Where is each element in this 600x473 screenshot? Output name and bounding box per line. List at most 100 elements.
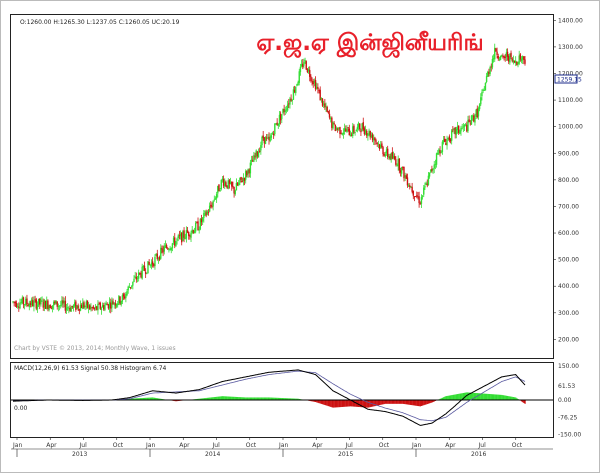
candle-body bbox=[350, 134, 353, 136]
macd-histogram-bar bbox=[468, 392, 470, 400]
macd-histogram-bar bbox=[427, 400, 430, 404]
macd-histogram-bar bbox=[385, 400, 388, 404]
candle-body bbox=[434, 164, 437, 165]
candle-body bbox=[167, 248, 169, 250]
macd-histogram-bar bbox=[410, 400, 412, 406]
macd-histogram-bar bbox=[479, 393, 481, 400]
candle-body bbox=[83, 302, 85, 308]
candle-body bbox=[377, 143, 380, 145]
candle-body bbox=[317, 86, 319, 90]
x-tick-label: Jul bbox=[478, 442, 487, 449]
candle-body bbox=[455, 128, 458, 135]
macd-histogram-bar bbox=[236, 397, 239, 400]
macd-histogram-bar bbox=[160, 398, 162, 400]
candle-body bbox=[356, 126, 359, 130]
macd-histogram-bar bbox=[489, 394, 491, 400]
candle-body bbox=[191, 229, 193, 233]
candle-body bbox=[227, 180, 229, 189]
candle-body bbox=[200, 218, 203, 223]
candle-body bbox=[247, 169, 249, 175]
candle-body bbox=[73, 302, 76, 306]
macd-histogram-bar bbox=[474, 392, 476, 400]
candle-body bbox=[338, 127, 340, 130]
macd-histogram-bar bbox=[153, 397, 155, 400]
macd-histogram-bar bbox=[245, 397, 247, 400]
candle-body bbox=[18, 306, 20, 308]
macd-histogram-bar bbox=[230, 396, 232, 400]
candle-body bbox=[307, 69, 310, 72]
macd-histogram-bar bbox=[420, 400, 423, 406]
candle-body bbox=[40, 299, 42, 305]
macd-histogram-bar bbox=[417, 400, 419, 407]
candle-body bbox=[165, 245, 168, 249]
macd-y-label: -76.25 bbox=[558, 415, 578, 422]
candle-body bbox=[485, 76, 488, 83]
candle-body bbox=[228, 180, 231, 184]
macd-histogram-bar bbox=[444, 396, 446, 400]
macd-histogram-bar bbox=[318, 400, 320, 404]
macd-histogram-bar bbox=[401, 400, 403, 404]
macd-histogram-bar bbox=[243, 397, 246, 400]
macd-histogram-bar bbox=[249, 397, 252, 400]
macd-histogram-bar bbox=[213, 397, 216, 400]
macd-histogram-bar bbox=[149, 397, 152, 400]
candle-body bbox=[483, 90, 485, 91]
candle-body bbox=[188, 232, 190, 236]
candle-body bbox=[504, 56, 506, 59]
candle-body bbox=[61, 300, 63, 306]
macd-histogram-bar bbox=[325, 400, 327, 406]
macd-histogram-bar bbox=[266, 397, 268, 400]
macd-histogram-bar bbox=[159, 398, 161, 400]
macd-histogram-bar bbox=[349, 400, 352, 407]
candle-body bbox=[63, 300, 65, 304]
candle-body bbox=[37, 298, 40, 306]
year-label: 2016 bbox=[471, 451, 486, 458]
macd-histogram-bar bbox=[154, 397, 156, 400]
macd-histogram-bar bbox=[363, 400, 366, 408]
candle-body bbox=[189, 235, 191, 237]
macd-histogram-bar bbox=[143, 397, 146, 400]
candle-body bbox=[80, 305, 83, 309]
candle-body bbox=[85, 301, 88, 305]
candle-body bbox=[461, 128, 463, 130]
y-tick-label: 400.00 bbox=[558, 283, 579, 290]
candle-body bbox=[355, 130, 357, 132]
macd-histogram-bar bbox=[298, 398, 300, 400]
candle-body bbox=[190, 232, 192, 238]
macd-histogram-bar bbox=[433, 400, 435, 402]
candle-body bbox=[389, 156, 391, 159]
candle-body bbox=[328, 113, 331, 118]
candle-body bbox=[514, 60, 517, 64]
macd-histogram-bar bbox=[275, 397, 277, 400]
macd-histogram-bar bbox=[324, 400, 326, 406]
candle-body bbox=[194, 222, 197, 232]
macd-histogram-bar bbox=[334, 400, 337, 408]
y-tick-label: 300.00 bbox=[558, 310, 579, 317]
candle-body bbox=[69, 307, 71, 311]
candle-body bbox=[285, 109, 288, 111]
candle-body bbox=[413, 196, 416, 198]
macd-histogram-bar bbox=[142, 397, 145, 400]
candle-body bbox=[303, 62, 305, 66]
candle-body bbox=[373, 138, 375, 141]
candle-body bbox=[240, 176, 242, 180]
candle-body bbox=[14, 301, 17, 304]
macd-histogram-bar bbox=[132, 398, 134, 400]
candle-body bbox=[466, 124, 468, 132]
macd-histogram-bar bbox=[346, 400, 348, 407]
macd-histogram-bar bbox=[416, 400, 418, 406]
candle-body bbox=[346, 128, 348, 133]
macd-histogram-bar bbox=[312, 400, 314, 402]
candle-body bbox=[449, 139, 452, 142]
macd-histogram-bar bbox=[476, 393, 478, 400]
macd-histogram-bar bbox=[219, 396, 221, 400]
candle-body bbox=[249, 162, 252, 174]
candle-body bbox=[427, 175, 430, 185]
macd-histogram-bar bbox=[488, 393, 490, 400]
candle-body bbox=[357, 123, 360, 128]
candle-body bbox=[248, 169, 250, 174]
macd-histogram-bar bbox=[497, 394, 499, 400]
candle-body bbox=[51, 305, 54, 309]
macd-histogram-bar bbox=[294, 398, 296, 400]
candle-body bbox=[274, 123, 276, 134]
